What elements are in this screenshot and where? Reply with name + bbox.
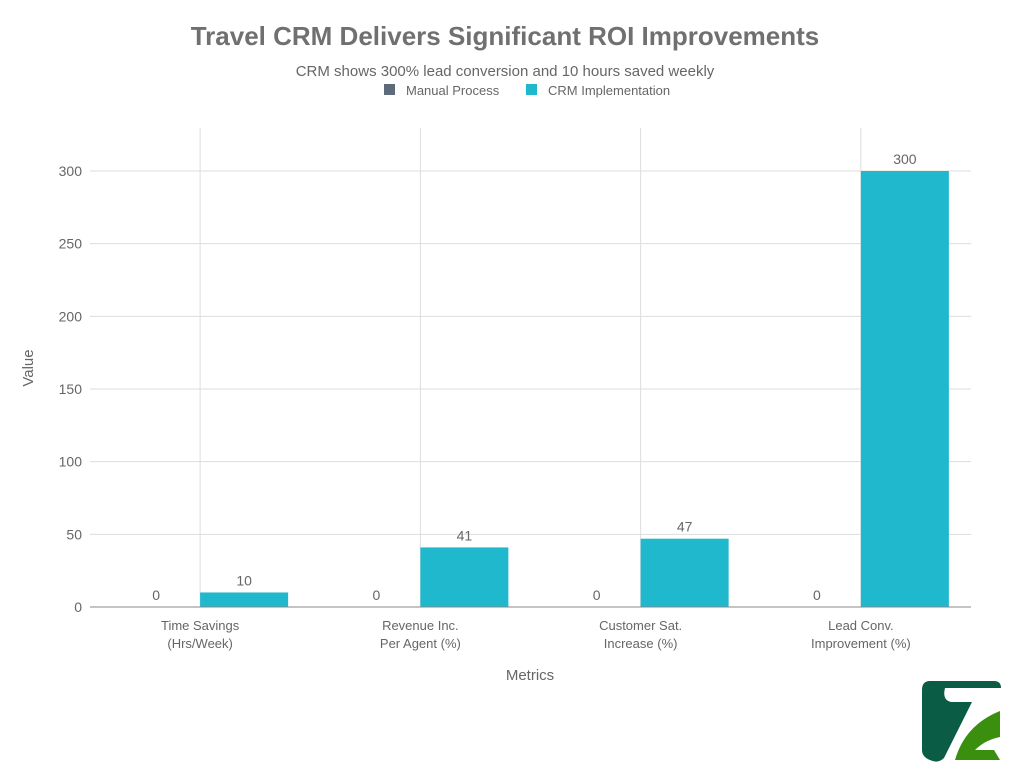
legend-label: Manual Process (406, 83, 500, 98)
data-label: 0 (372, 587, 380, 603)
data-label: 300 (893, 151, 917, 167)
legend-label: CRM Implementation (548, 83, 670, 98)
y-tick-label: 200 (59, 308, 83, 324)
legend-swatch (526, 84, 537, 95)
bar-crm (420, 547, 509, 607)
y-tick-label: 250 (59, 236, 83, 252)
bar-crm (200, 592, 289, 607)
x-tick-label: Increase (%) (604, 636, 678, 651)
chart-subtitle: CRM shows 300% lead conversion and 10 ho… (296, 63, 715, 80)
y-tick-label: 150 (59, 381, 83, 397)
x-tick-label: Lead Conv. (828, 618, 894, 633)
x-tick-label: Per Agent (%) (380, 636, 461, 651)
data-label: 0 (152, 587, 160, 603)
y-tick-label: 100 (59, 454, 83, 470)
y-tick-label: 50 (66, 526, 82, 542)
logo-icon (922, 681, 1001, 762)
legend-swatch (384, 84, 395, 95)
x-tick-label: Improvement (%) (811, 636, 911, 651)
y-tick-label: 0 (74, 599, 82, 615)
x-tick-label: Customer Sat. (599, 618, 682, 633)
x-tick-label: Time Savings (161, 618, 240, 633)
y-tick-label: 300 (59, 163, 83, 179)
x-axis-title: Metrics (506, 667, 554, 684)
y-axis-title: Value (20, 349, 37, 386)
data-label: 10 (236, 572, 252, 588)
data-label: 0 (593, 587, 601, 603)
bar-crm (860, 171, 949, 607)
chart-title: Travel CRM Delivers Significant ROI Impr… (191, 21, 820, 51)
x-tick-label: Revenue Inc. (382, 618, 459, 633)
bar-crm (640, 538, 729, 607)
data-label: 47 (677, 519, 693, 535)
data-label: 41 (457, 527, 473, 543)
x-tick-label: (Hrs/Week) (167, 636, 232, 651)
data-label: 0 (813, 587, 821, 603)
logo-icon (955, 711, 1000, 760)
